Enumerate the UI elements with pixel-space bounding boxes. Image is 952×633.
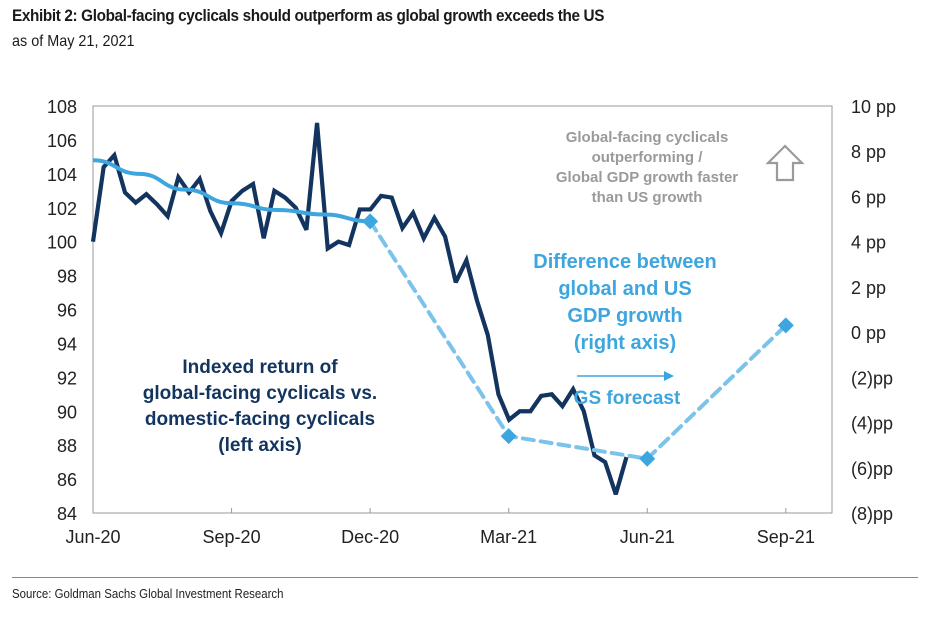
x-tick-label: Mar-21 bbox=[480, 527, 537, 547]
right-tick-label: 10 pp bbox=[851, 97, 896, 117]
left-tick-label: 88 bbox=[57, 436, 77, 456]
dark-annotation-line-2: global-facing cyclicals vs. bbox=[143, 383, 377, 404]
right-tick-label: 8 pp bbox=[851, 142, 886, 162]
blue-annotation-line-2: global and US bbox=[558, 278, 691, 300]
footer-divider bbox=[12, 577, 918, 578]
forecast-marker-jun-21 bbox=[639, 450, 656, 467]
series-line-gdp-difference bbox=[92, 158, 371, 224]
forecast-annotation: GS forecast bbox=[574, 371, 681, 409]
dark-series-annotation: Indexed return of global-facing cyclical… bbox=[143, 357, 377, 456]
source-note: Source: Goldman Sachs Global Investment … bbox=[12, 586, 284, 601]
dark-annotation-line-3: domestic-facing cyclicals bbox=[145, 409, 375, 430]
right-arrow-icon bbox=[577, 371, 674, 381]
left-tick-label: 90 bbox=[57, 402, 77, 422]
series-layer bbox=[90, 122, 794, 496]
gray-annotation: Global-facing cyclicals outperforming / … bbox=[556, 129, 805, 206]
forecast-marker-sep-21 bbox=[777, 317, 794, 334]
left-tick-label: 100 bbox=[47, 233, 77, 253]
gray-annotation-line-3: Global GDP growth faster bbox=[556, 169, 738, 186]
gray-annotation-line-2: outperforming / bbox=[592, 149, 704, 166]
dark-annotation-line-4: (left axis) bbox=[218, 435, 301, 456]
exhibit-title: Exhibit 2: Global-facing cyclicals shoul… bbox=[12, 6, 605, 25]
up-arrow-outline-icon bbox=[765, 144, 805, 182]
right-tick-label: 2 pp bbox=[851, 278, 886, 298]
x-tick-label: Dec-20 bbox=[341, 527, 399, 547]
left-tick-label: 104 bbox=[47, 165, 77, 185]
right-tick-label: (8)pp bbox=[851, 504, 893, 524]
blue-series-annotation: Difference between global and US GDP gro… bbox=[533, 251, 716, 354]
left-tick-label: 108 bbox=[47, 97, 77, 117]
plot-frame bbox=[92, 105, 833, 514]
series-line-indexed-return bbox=[90, 122, 629, 496]
dark-annotation-line-1: Indexed return of bbox=[182, 357, 338, 378]
right-tick-label: 6 pp bbox=[851, 187, 886, 207]
gray-annotation-line-4: than US growth bbox=[592, 189, 703, 206]
gray-annotation-line-1: Global-facing cyclicals bbox=[566, 129, 729, 146]
axes bbox=[92, 105, 833, 514]
forecast-marker-dec-20 bbox=[362, 213, 379, 230]
left-tick-label: 94 bbox=[57, 334, 77, 354]
right-tick-label: 0 pp bbox=[851, 323, 886, 343]
left-tick-label: 96 bbox=[57, 301, 77, 321]
right-tick-label: 4 pp bbox=[851, 233, 886, 253]
left-tick-label: 102 bbox=[47, 199, 77, 219]
right-tick-label: (6)pp bbox=[851, 459, 893, 479]
blue-annotation-line-3: GDP growth bbox=[567, 305, 682, 327]
left-tick-label: 92 bbox=[57, 368, 77, 388]
left-axis-ticks: 84 86 88 90 92 94 96 98 100 102 104 106 108 bbox=[47, 97, 77, 524]
forecast-marker-mar-21 bbox=[500, 428, 517, 445]
x-tick-label: Sep-21 bbox=[757, 527, 815, 547]
left-tick-label: 106 bbox=[47, 131, 77, 151]
left-tick-label: 98 bbox=[57, 267, 77, 287]
blue-annotation-line-1: Difference between bbox=[533, 251, 716, 273]
x-tick-label: Jun-20 bbox=[65, 527, 120, 547]
x-tick-label: Sep-20 bbox=[203, 527, 261, 547]
series-line-gs-forecast bbox=[368, 219, 788, 461]
right-tick-label: (4)pp bbox=[851, 414, 893, 434]
x-tick-label: Jun-21 bbox=[620, 527, 675, 547]
left-tick-label: 84 bbox=[57, 504, 77, 524]
x-axis-ticks: Jun-20 Sep-20 Dec-20 Mar-21 Jun-21 Sep-21 bbox=[65, 527, 814, 547]
forecast-label: GS forecast bbox=[574, 388, 681, 409]
exhibit-subtitle: as of May 21, 2021 bbox=[12, 33, 135, 50]
right-axis-ticks: (8)pp (6)pp (4)pp (2)pp 0 pp 2 pp 4 pp 6 pp 8 pp… bbox=[851, 97, 896, 524]
blue-annotation-line-4: (right axis) bbox=[574, 332, 676, 354]
left-tick-label: 86 bbox=[57, 470, 77, 490]
right-tick-label: (2)pp bbox=[851, 368, 893, 388]
